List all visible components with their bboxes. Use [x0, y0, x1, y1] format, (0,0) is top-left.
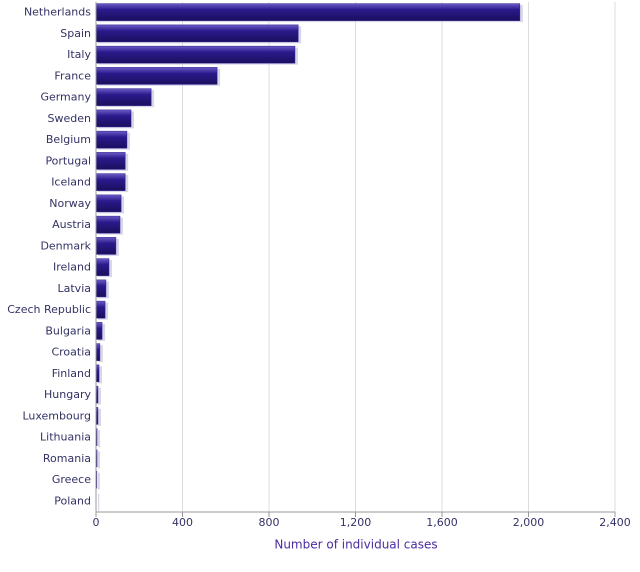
bar-shadow	[98, 451, 101, 469]
bar-shadow	[98, 345, 103, 363]
y-tick-label: Bulgaria	[45, 324, 91, 337]
bar	[95, 215, 121, 234]
bar	[95, 109, 132, 128]
y-tick-label: Lithuania	[40, 431, 91, 444]
bar	[95, 300, 106, 319]
y-tick-label: Finland	[52, 367, 91, 380]
y-tick-label: Austria	[52, 218, 91, 231]
y-tick-label: Luxembourg	[22, 409, 91, 422]
bar	[95, 194, 122, 213]
bar	[95, 88, 152, 106]
y-tick-label: Spain	[60, 27, 91, 40]
bar	[95, 173, 126, 191]
x-tick-label: 1,600	[426, 516, 458, 529]
bar-shadow	[98, 387, 101, 405]
y-tick-label: Italy	[67, 48, 91, 61]
bar	[95, 152, 126, 170]
bar	[95, 237, 117, 255]
y-tick-label: Germany	[40, 91, 91, 104]
bar-shadow	[98, 366, 103, 384]
y-tick-label: Denmark	[40, 239, 91, 252]
bar	[95, 3, 521, 21]
bar-shadow	[98, 472, 100, 490]
bar	[95, 279, 107, 298]
y-tick-label: Romania	[43, 452, 91, 465]
x-axis-title: Number of individual cases	[274, 538, 437, 552]
bar	[95, 258, 110, 276]
y-tick-label: Portugal	[45, 154, 91, 167]
y-tick-label: Greece	[52, 473, 91, 486]
y-tick-label: Latvia	[58, 282, 92, 295]
x-tick-label: 2,400	[599, 516, 631, 529]
y-tick-label: Iceland	[51, 176, 91, 189]
y-tick-label: Hungary	[44, 388, 91, 401]
x-tick-label: 800	[259, 516, 280, 529]
y-tick-label: France	[54, 69, 91, 82]
bar	[95, 130, 128, 149]
y-tick-label: Sweden	[48, 112, 91, 125]
bar	[95, 45, 296, 64]
y-tick-label: Ireland	[53, 261, 91, 274]
bar	[95, 67, 218, 85]
y-tick-label: Norway	[49, 197, 91, 210]
bar	[95, 322, 103, 340]
y-tick-label: Poland	[54, 494, 91, 507]
x-tick-label: 0	[93, 516, 100, 529]
y-tick-label: Croatia	[51, 346, 91, 359]
bar	[95, 343, 101, 361]
bar-shadow	[98, 493, 100, 511]
x-tick-label: 2,000	[513, 516, 545, 529]
bar-shadow	[98, 408, 101, 426]
y-tick-label: Belgium	[46, 133, 91, 146]
x-tick-label: 1,200	[340, 516, 372, 529]
x-tick-label: 400	[172, 516, 193, 529]
y-tick-label: Netherlands	[24, 6, 91, 19]
bar	[95, 24, 299, 43]
y-tick-label: Czech Republic	[7, 303, 91, 316]
bar-shadow	[98, 430, 101, 448]
